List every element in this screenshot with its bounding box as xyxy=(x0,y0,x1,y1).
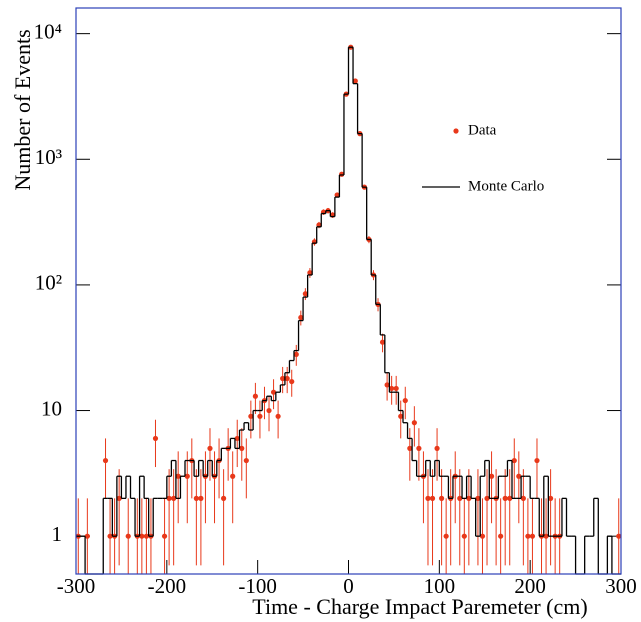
data-point xyxy=(407,445,413,451)
data-point xyxy=(484,495,490,501)
data-point xyxy=(534,457,540,464)
data-point xyxy=(402,397,408,404)
data-point xyxy=(252,393,258,399)
data-point xyxy=(125,533,131,539)
data-point xyxy=(198,495,204,501)
data-point xyxy=(143,533,149,539)
data-point xyxy=(475,495,481,501)
x-tick-label: -300 xyxy=(57,574,96,598)
data-point xyxy=(171,495,177,501)
data-point xyxy=(298,314,304,321)
data-point xyxy=(175,473,181,479)
data-point xyxy=(548,495,554,501)
data-point xyxy=(307,270,313,276)
data-point xyxy=(389,385,395,392)
data-point xyxy=(479,533,486,539)
x-tick-label: 200 xyxy=(514,574,546,598)
data-point xyxy=(352,78,358,84)
x-tick-label: -100 xyxy=(238,574,277,598)
data-point xyxy=(525,533,531,539)
data-point xyxy=(434,445,440,451)
y-tick-label: 10³ xyxy=(35,145,62,169)
data-point xyxy=(161,533,168,539)
data-point xyxy=(516,473,522,479)
data-point xyxy=(166,495,172,501)
data-point xyxy=(439,495,445,501)
data-point xyxy=(379,339,386,345)
data-point xyxy=(257,413,263,419)
data-point xyxy=(466,495,472,501)
data-point xyxy=(116,495,122,501)
y-tick-label: 1 xyxy=(52,522,63,546)
data-point xyxy=(139,533,145,539)
data-point xyxy=(243,457,249,464)
data-point xyxy=(266,407,272,414)
data-point xyxy=(425,495,431,501)
x-tick-label: 300 xyxy=(605,574,637,598)
data-point xyxy=(184,473,190,479)
data-point xyxy=(507,495,513,501)
y-tick-label: 10² xyxy=(35,271,62,295)
data-point xyxy=(270,389,277,395)
data-point xyxy=(461,533,467,539)
data-point xyxy=(107,533,113,539)
data-point xyxy=(520,495,526,501)
data-point xyxy=(152,435,159,442)
data-point xyxy=(511,457,517,464)
data-point xyxy=(393,385,399,392)
data-point xyxy=(193,495,199,501)
data-point xyxy=(221,495,227,501)
data-point xyxy=(411,420,417,426)
data-point xyxy=(230,473,236,479)
x-tick-label: -200 xyxy=(148,574,187,598)
data-point xyxy=(398,413,404,419)
x-tick-label: 100 xyxy=(424,574,456,598)
data-point xyxy=(543,533,549,539)
data-point xyxy=(207,445,213,451)
data-point xyxy=(616,533,622,539)
data-point xyxy=(293,351,299,357)
data-point xyxy=(84,533,90,539)
data-point xyxy=(498,533,504,539)
data-point xyxy=(443,533,449,539)
y-tick-label: 10 xyxy=(41,396,62,420)
x-tick-label: 0 xyxy=(343,574,354,598)
data-point xyxy=(280,375,286,382)
data-point xyxy=(284,375,290,382)
y-tick-label: 10⁴ xyxy=(34,19,62,43)
data-point xyxy=(239,445,245,451)
data-point xyxy=(334,192,340,198)
data-point xyxy=(248,413,254,419)
data-point xyxy=(384,382,390,388)
legend-label: Monte Carlo xyxy=(468,178,544,194)
plot-frame xyxy=(75,7,622,575)
data-point xyxy=(275,413,281,419)
data-point xyxy=(429,495,436,501)
legend-label: Data xyxy=(468,122,497,138)
data-point xyxy=(416,445,422,451)
x-axis-label: Time - Charge Impact Paremeter (cm) xyxy=(252,594,587,619)
data-point xyxy=(234,435,240,442)
data-point xyxy=(488,473,495,479)
legend-marker xyxy=(453,128,459,134)
data-point xyxy=(302,291,308,297)
y-axis-label: Number of Events xyxy=(10,29,35,190)
data-point xyxy=(529,533,536,539)
data-point xyxy=(457,495,463,501)
data-point xyxy=(102,457,109,464)
data-point xyxy=(502,495,508,501)
data-point xyxy=(289,378,295,385)
